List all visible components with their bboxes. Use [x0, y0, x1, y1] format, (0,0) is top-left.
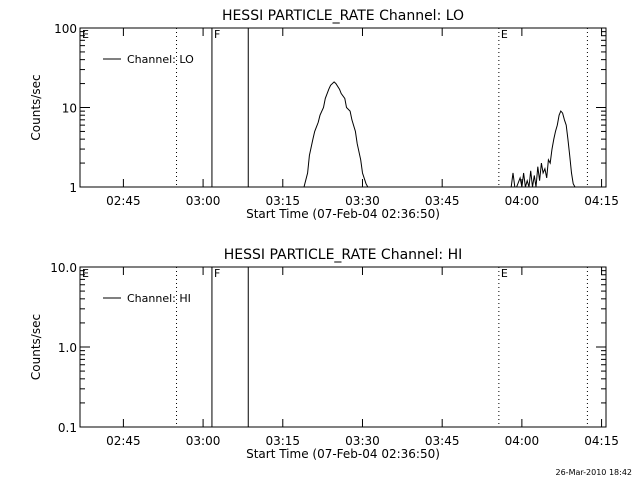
x-tick-label-1-4: 03:45 — [425, 434, 460, 448]
y-tick-label-1-2: 10.0 — [50, 261, 77, 275]
x-tick-label-1-6: 04:15 — [584, 434, 619, 448]
x-axis-label-1: Start Time (07-Feb-04 02:36:50) — [246, 447, 440, 461]
chart-title-0: HESSI PARTICLE_RATE Channel: LO — [222, 8, 464, 24]
x-tick-label-1-2: 03:15 — [265, 434, 300, 448]
x-tick-label-0-2: 03:15 — [265, 194, 300, 208]
legend-label-1: Channel: HI — [127, 292, 191, 305]
x-tick-label-1-1: 03:00 — [186, 434, 221, 448]
y-tick-label-0-1: 10 — [62, 102, 77, 116]
legend-label-0: Channel: LO — [127, 53, 194, 66]
x-tick-label-0-6: 04:15 — [584, 194, 619, 208]
x-tick-label-1-3: 03:30 — [345, 434, 380, 448]
marker-label-1-0: E — [82, 267, 89, 280]
marker-label-0-0: E — [82, 28, 89, 41]
footer-timestamp: 26-Mar-2010 18:42 — [555, 468, 633, 477]
y-tick-label-0-0: 1 — [69, 181, 77, 195]
x-tick-label-0-1: 03:00 — [186, 194, 221, 208]
x-tick-label-0-5: 04:00 — [505, 194, 540, 208]
y-tick-label-0-2: 100 — [54, 22, 77, 36]
x-tick-label-0-3: 03:30 — [345, 194, 380, 208]
x-tick-label-1-0: 02:45 — [106, 434, 141, 448]
chart-title-1: HESSI PARTICLE_RATE Channel: HI — [224, 247, 462, 263]
x-tick-label-1-5: 04:00 — [505, 434, 540, 448]
marker-label-1-4: E — [501, 267, 508, 280]
plot-frame-0 — [79, 27, 607, 188]
y-axis-label-1: Counts/sec — [29, 314, 43, 380]
y-tick-label-1-1: 1.0 — [58, 341, 77, 355]
plot-frame-1 — [79, 266, 607, 428]
marker-label-0-4: E — [501, 28, 508, 41]
data-series-0-1 — [510, 110, 576, 188]
marker-label-1-2: F — [214, 267, 220, 280]
data-series-0-0 — [303, 81, 372, 188]
y-axis-label-0: Counts/sec — [29, 74, 43, 140]
x-tick-label-0-4: 03:45 — [425, 194, 460, 208]
x-axis-label-0: Start Time (07-Feb-04 02:36:50) — [246, 207, 440, 221]
marker-label-0-2: F — [214, 28, 220, 41]
x-tick-label-0-0: 02:45 — [106, 194, 141, 208]
y-tick-label-1-0: 0.1 — [58, 421, 77, 435]
